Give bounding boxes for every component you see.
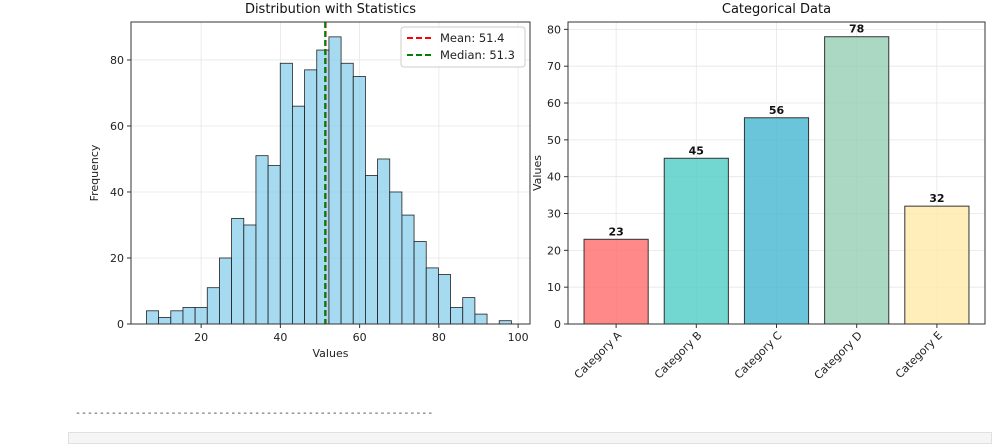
- bar-value-label: 23: [608, 225, 623, 238]
- chart-title: Categorical Data: [722, 2, 831, 17]
- histogram-bar: [279, 62, 293, 325]
- y-axis-label: Frequency: [88, 144, 101, 201]
- x-axis-label: Values: [313, 347, 349, 360]
- histogram-bar: [304, 69, 318, 325]
- output-separator: ----------------------------------------…: [75, 408, 434, 419]
- histogram-bar: [450, 307, 464, 325]
- y-tick-label: 50: [547, 134, 561, 147]
- histogram-bar: [437, 274, 451, 325]
- category-bar: [743, 117, 810, 325]
- y-tick-label: 80: [547, 23, 561, 36]
- legend-label: Median: 51.3: [440, 48, 515, 62]
- y-tick-label: 20: [547, 244, 561, 257]
- legend-box: [400, 26, 526, 68]
- legend-label: Mean: 51.4: [440, 31, 504, 45]
- y-tick-label: 80: [110, 54, 124, 67]
- chart-title: Distribution with Statistics: [245, 2, 416, 17]
- y-tick-label: 60: [547, 97, 561, 110]
- x-tick-label: Category C: [732, 329, 785, 382]
- histogram-bar: [474, 313, 488, 325]
- x-tick-label: 100: [508, 331, 529, 344]
- histogram-bar: [316, 49, 330, 325]
- y-tick-label: 30: [547, 208, 561, 221]
- histogram-bar: [292, 105, 305, 325]
- histogram-bar: [462, 297, 476, 325]
- histogram-bar: [170, 310, 184, 325]
- histogram-bar: [219, 257, 233, 325]
- plot-frame: [130, 21, 531, 325]
- histogram-bar: [267, 165, 281, 325]
- y-tick-label: 60: [110, 120, 124, 133]
- bar-value-label: 56: [769, 104, 785, 117]
- x-tick-label: Category E: [893, 329, 945, 381]
- category-bar: [583, 238, 649, 325]
- x-tick-label: 40: [273, 331, 287, 344]
- y-tick-label: 40: [110, 186, 124, 199]
- x-tick-label: 80: [432, 331, 446, 344]
- histogram-bar: [243, 224, 257, 325]
- y-tick-label: 20: [110, 252, 124, 265]
- histogram-bar: [425, 267, 439, 325]
- histogram-bar: [365, 175, 378, 325]
- histogram-bar: [182, 307, 196, 325]
- x-tick-label: 20: [194, 331, 208, 344]
- x-tick-label: Category D: [812, 329, 865, 382]
- histogram-bar: [255, 155, 269, 325]
- histogram-bar: [206, 287, 220, 325]
- histogram-bar: [328, 36, 342, 325]
- bar-value-label: 32: [929, 192, 944, 205]
- y-tick-label: 0: [117, 318, 124, 331]
- category-bar: [824, 36, 890, 325]
- histogram-bar: [389, 191, 403, 325]
- category-bar: [663, 157, 729, 325]
- histogram-bar: [146, 310, 160, 325]
- y-tick-label: 40: [547, 171, 561, 184]
- x-tick-label: 60: [353, 331, 367, 344]
- y-tick-label: 10: [547, 281, 561, 294]
- bar-value-label: 78: [849, 23, 864, 36]
- x-tick-label: Category A: [572, 329, 625, 382]
- histogram-bar: [340, 62, 354, 325]
- histogram-bar: [377, 158, 391, 325]
- histogram-bar: [352, 76, 366, 325]
- histogram-bar: [194, 307, 208, 325]
- histogram-bar: [158, 316, 172, 325]
- histogram-bar: [231, 217, 245, 325]
- category-bar: [904, 205, 970, 325]
- bar-value-label: 45: [689, 144, 704, 157]
- y-axis-label: Values: [531, 155, 544, 191]
- x-tick-label: Category B: [652, 329, 705, 382]
- y-tick-label: 70: [547, 60, 561, 73]
- histogram-bar: [413, 241, 427, 325]
- next-output-cell[interactable]: [68, 432, 992, 444]
- histogram-bar: [401, 214, 415, 325]
- y-tick-label: 0: [554, 318, 561, 331]
